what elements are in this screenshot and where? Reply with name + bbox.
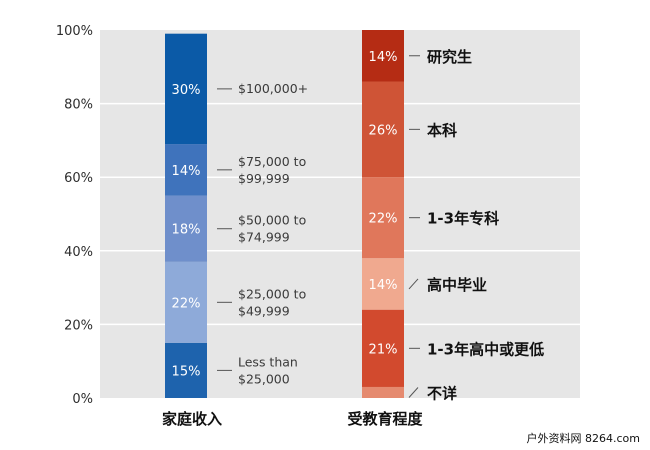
bar-segment [165,195,207,262]
bar-segment [165,261,207,343]
bar-segment [362,30,404,82]
bar-segment [362,177,404,259]
bar-segment [362,309,404,387]
segment-name-label: $74,999 [238,230,290,245]
stack-income: 15% Less than $25,000 22% $25,000 to $49,999 1… [165,33,308,398]
segment-name-label: 不详 [427,384,457,402]
y-tick-label: 80% [64,98,93,113]
bar-segment [165,33,207,145]
segment-name-label: 高中毕业 [427,276,487,294]
segment-name-label: 研究生 [427,48,472,66]
bar-segment [362,258,404,310]
segment-value-label: 22% [172,296,201,311]
segment-value-label: 14% [369,278,398,293]
bar-segment [165,144,207,196]
segment-name-label: 1-3年专科 [427,210,499,228]
segment-value-label: 22% [369,212,398,227]
bar-segment [362,81,404,178]
segment-name-label: $49,999 [238,303,290,318]
y-tick-label: 20% [64,318,93,333]
segment-name-label: $75,000 to [238,154,306,169]
y-axis: 0% 20% 40% 60% 80% 100% [56,24,93,407]
y-tick-label: 0% [72,392,93,407]
segment-name-label: $25,000 to [238,286,306,301]
segment-value-label: 21% [369,342,398,357]
segment-value-label: 14% [172,164,201,179]
bars: 15% Less than $25,000 22% $25,000 to $49,999 1… [165,30,544,402]
segment-value-label: 18% [172,223,201,238]
y-tick-label: 100% [56,24,93,39]
segment-value-label: 30% [172,83,201,98]
segment-name-label: $99,999 [238,171,290,186]
leader-line [408,387,419,398]
category-label: 家庭收入 [162,410,222,428]
segment-name-label: $100,000+ [238,81,308,96]
segment-value-label: 14% [369,50,398,65]
y-tick-label: 60% [64,171,93,186]
bar-segment [362,386,404,398]
leader-line [408,278,419,290]
segment-value-label: 15% [172,364,201,379]
segment-name-label: 本科 [427,121,457,139]
segment-name-label: Less than [238,354,298,369]
segment-name-label: 1-3年高中或更低 [427,340,544,358]
segment-name-label: $50,000 to [238,213,306,228]
category-labels: 家庭收入 受教育程度 [162,410,424,428]
stack-education: 不详 21% 1-3年高中或更低 14% 高中毕业 22% 1-3年专科 26% 本科 14% 研究… [362,30,544,402]
segment-value-label: 26% [369,123,398,138]
y-tick-label: 40% [64,245,93,260]
category-label: 受教育程度 [347,410,423,428]
bar-segment [165,342,207,398]
segment-name-label: $25,000 [238,371,290,386]
watermark: 户外资料网 8264.com [527,431,640,445]
